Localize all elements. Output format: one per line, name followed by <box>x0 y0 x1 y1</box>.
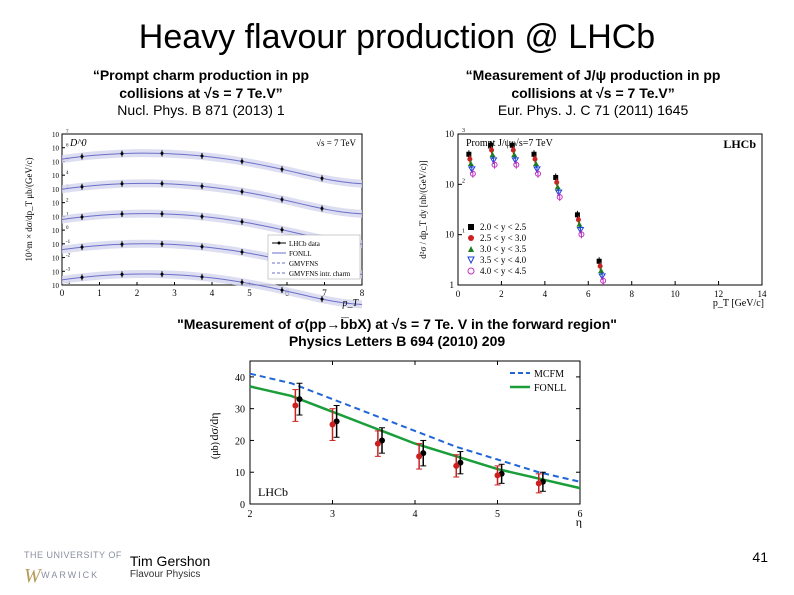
svg-text:10: 10 <box>445 229 455 239</box>
svg-text:10: 10 <box>445 179 455 189</box>
svg-text:10: 10 <box>52 144 60 152</box>
footer: THE UNIVERSITY OF WWARWICK Tim Gershon F… <box>24 551 210 583</box>
top-row: “Prompt charm production in pp collision… <box>0 57 794 314</box>
svg-text:40: 40 <box>235 372 245 383</box>
svg-text:2.5 < y < 3.0: 2.5 < y < 3.0 <box>480 233 527 243</box>
svg-text:10: 10 <box>52 268 60 276</box>
left-citation-line1: “Prompt charm production in pp <box>93 67 309 83</box>
svg-text:10: 10 <box>671 289 681 299</box>
bottom-chart: 01020304023456MCFMFONLLLHCbηdσ/dη(μb) <box>202 353 592 533</box>
svg-text:10: 10 <box>52 158 60 166</box>
svg-text:3.0 < y < 3.5: 3.0 < y < 3.5 <box>480 244 527 254</box>
svg-text:2: 2 <box>135 288 140 298</box>
svg-text:2: 2 <box>499 289 504 299</box>
svg-text:0: 0 <box>456 289 461 299</box>
svg-text:30: 30 <box>235 404 245 415</box>
right-citation: “Measurement of J/ψ production in pp col… <box>412 67 774 120</box>
svg-text:10: 10 <box>52 131 60 139</box>
left-column: “Prompt charm production in pp collision… <box>20 67 382 314</box>
svg-text:1: 1 <box>97 288 102 298</box>
svg-text:0: 0 <box>240 500 245 511</box>
svg-text:3: 3 <box>330 509 335 520</box>
right-citation-line1: “Measurement of J/ψ production in pp <box>466 67 721 83</box>
svg-text:GMVFNS intr. charm: GMVFNS intr. charm <box>289 270 351 278</box>
svg-text:10: 10 <box>52 199 60 207</box>
logo-main-text: WARWICK <box>41 570 99 580</box>
author-subtitle: Flavour Physics <box>130 569 210 580</box>
svg-text:2: 2 <box>462 178 465 184</box>
svg-text:10: 10 <box>52 213 60 221</box>
svg-text:8: 8 <box>630 289 635 299</box>
svg-text:10: 10 <box>52 227 60 235</box>
svg-text:10: 10 <box>52 172 60 180</box>
svg-text:LHCb data: LHCb data <box>289 240 321 248</box>
author-name: Tim Gershon <box>130 554 210 569</box>
svg-text:5: 5 <box>247 288 252 298</box>
svg-text:MCFM: MCFM <box>534 369 564 380</box>
svg-text:-1: -1 <box>66 239 71 244</box>
svg-text:-3: -3 <box>66 267 71 272</box>
slide-title: Heavy flavour production @ LHCb <box>0 0 794 57</box>
svg-text:10: 10 <box>235 468 245 479</box>
svg-text:p_T [GeV/c]: p_T [GeV/c] <box>713 298 764 309</box>
svg-text:10: 10 <box>445 129 455 139</box>
left-citation: “Prompt charm production in pp collision… <box>20 67 382 120</box>
svg-text:1: 1 <box>450 280 455 290</box>
svg-text:GMVFNS: GMVFNS <box>289 260 318 268</box>
svg-text:1: 1 <box>462 228 465 234</box>
svg-text:LHCb: LHCb <box>258 485 288 499</box>
svg-text:10: 10 <box>52 254 60 262</box>
svg-text:√s = 7 TeV: √s = 7 TeV <box>316 138 356 148</box>
svg-text:FONLL: FONLL <box>534 383 566 394</box>
right-citation-line2: collisions at √s = 7 Te.V” <box>511 85 674 101</box>
svg-text:3.5 < y < 4.0: 3.5 < y < 4.0 <box>480 255 527 265</box>
bottom-chart-wrap: 01020304023456MCFMFONLLLHCbηdσ/dη(μb) <box>0 353 794 533</box>
svg-text:η: η <box>576 515 582 528</box>
svg-text:10: 10 <box>52 282 60 290</box>
page-number: 41 <box>752 549 768 565</box>
svg-text:2.0 < y < 2.5: 2.0 < y < 2.5 <box>480 222 527 232</box>
svg-text:p_T: p_T <box>341 298 359 309</box>
svg-text:6: 6 <box>586 289 591 299</box>
svg-text:10^m × dσ/dp_T μb/(GeV/c): 10^m × dσ/dp_T μb/(GeV/c) <box>24 157 34 261</box>
left-citation-line2: collisions at √s = 7 Te.V” <box>119 85 282 101</box>
svg-text:(μb): (μb) <box>210 441 221 458</box>
svg-text:4: 4 <box>413 509 418 520</box>
svg-text:8: 8 <box>360 288 365 298</box>
svg-text:3: 3 <box>172 288 177 298</box>
svg-text:dσ/dη: dσ/dη <box>207 412 221 440</box>
svg-text:10: 10 <box>52 185 60 193</box>
svg-text:4: 4 <box>543 289 548 299</box>
right-chart: 110110210302468101214Prompt J/ψ √s=7 TeV… <box>412 124 774 314</box>
svg-text:FONLL: FONLL <box>289 250 312 258</box>
svg-text:4: 4 <box>210 288 215 298</box>
logo-top-text: THE UNIVERSITY OF <box>24 551 122 561</box>
svg-text:0: 0 <box>60 288 65 298</box>
svg-text:2: 2 <box>248 509 253 520</box>
middle-citation: "Measurement of σ(pp→b̅bX) at √s = 7 Te.… <box>0 316 794 351</box>
left-chart: 10-410-310-210-1100101102103104105106107… <box>20 124 382 314</box>
middle-citation-line2: Physics Letters B 694 (2010) 209 <box>289 333 505 349</box>
left-citation-line3: Nucl. Phys. B 871 (2013) 1 <box>117 102 284 118</box>
svg-text:Prompt J/ψ √s=7 TeV: Prompt J/ψ √s=7 TeV <box>466 138 554 149</box>
svg-text:LHCb: LHCb <box>723 137 756 151</box>
svg-text:5: 5 <box>495 509 500 520</box>
svg-text:D^0: D^0 <box>69 138 86 149</box>
right-column: “Measurement of J/ψ production in pp col… <box>412 67 774 314</box>
right-citation-line3: Eur. Phys. J. C 71 (2011) 1645 <box>498 102 688 118</box>
warwick-logo: THE UNIVERSITY OF WWARWICK <box>24 551 122 583</box>
svg-text:d²σ / dp_T dy [nb/(GeV/c)]: d²σ / dp_T dy [nb/(GeV/c)] <box>418 160 428 258</box>
svg-text:10: 10 <box>52 240 60 248</box>
middle-citation-line1: "Measurement of σ(pp→b̅bX) at √s = 7 Te.… <box>177 316 617 332</box>
svg-text:3: 3 <box>462 128 465 134</box>
svg-text:20: 20 <box>235 436 245 447</box>
svg-text:4.0 < y < 4.5: 4.0 < y < 4.5 <box>480 266 527 276</box>
svg-text:-2: -2 <box>66 253 71 258</box>
